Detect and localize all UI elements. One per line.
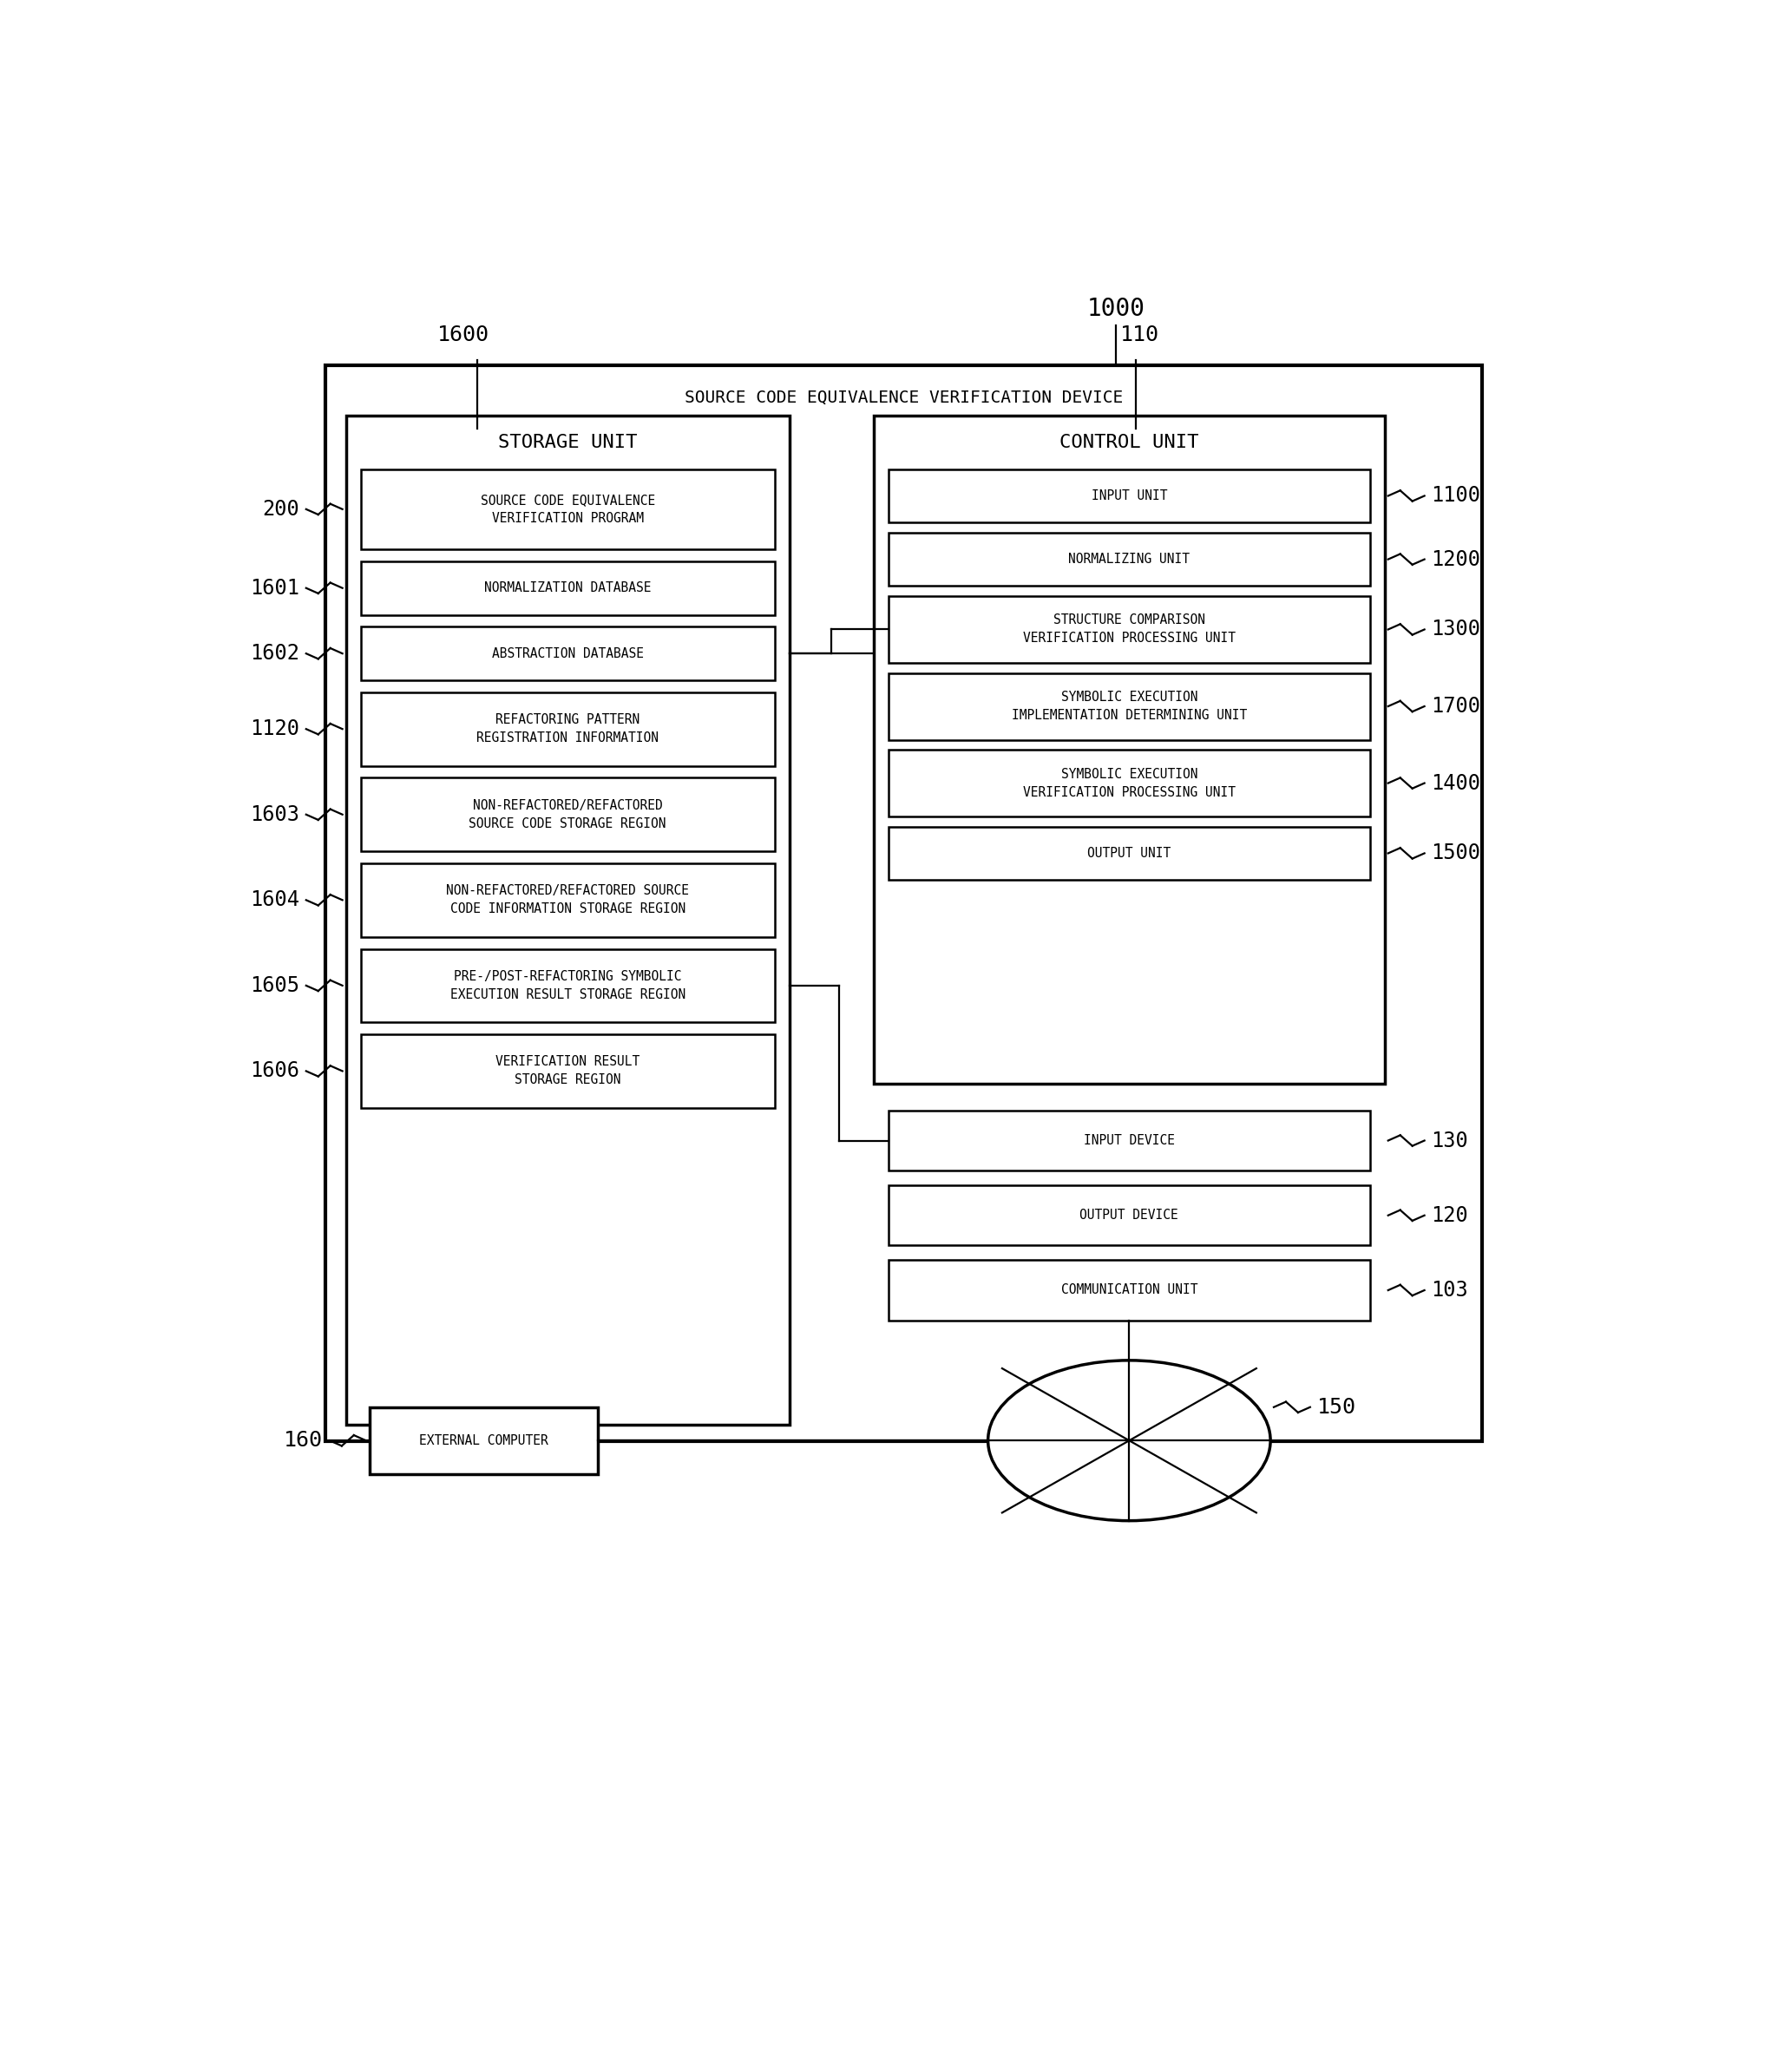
- Text: 120: 120: [1431, 1206, 1468, 1227]
- Text: 1603: 1603: [250, 804, 299, 825]
- Text: 200: 200: [262, 499, 299, 520]
- Text: EXTERNAL COMPUTER: EXTERNAL COMPUTER: [420, 1434, 549, 1446]
- Bar: [361, 628, 776, 680]
- Bar: [326, 365, 1482, 1442]
- Bar: [361, 777, 776, 852]
- Text: ABSTRACTION DATABASE: ABSTRACTION DATABASE: [492, 646, 643, 661]
- Text: INPUT UNIT: INPUT UNIT: [1091, 489, 1167, 501]
- Text: 1606: 1606: [250, 1061, 299, 1082]
- Text: 130: 130: [1431, 1129, 1468, 1150]
- Text: CONTROL UNIT: CONTROL UNIT: [1059, 433, 1199, 452]
- Bar: [361, 864, 776, 937]
- Text: 1200: 1200: [1431, 549, 1481, 570]
- Text: 1605: 1605: [250, 976, 299, 997]
- Text: 1600: 1600: [437, 325, 489, 346]
- Text: 110: 110: [1119, 325, 1158, 346]
- Bar: [889, 597, 1371, 663]
- Bar: [370, 1407, 599, 1473]
- Text: NORMALIZATION DATABASE: NORMALIZATION DATABASE: [483, 582, 652, 595]
- Text: 1601: 1601: [250, 578, 299, 599]
- Text: REFACTORING PATTERN
REGISTRATION INFORMATION: REFACTORING PATTERN REGISTRATION INFORMA…: [476, 713, 659, 744]
- Text: 160: 160: [283, 1430, 322, 1450]
- Text: 1120: 1120: [250, 719, 299, 740]
- Bar: [889, 1111, 1371, 1171]
- Text: SOURCE CODE EQUIVALENCE VERIFICATION DEVICE: SOURCE CODE EQUIVALENCE VERIFICATION DEV…: [685, 390, 1123, 406]
- Text: INPUT DEVICE: INPUT DEVICE: [1084, 1133, 1174, 1148]
- Text: 103: 103: [1431, 1280, 1468, 1301]
- Text: OUTPUT UNIT: OUTPUT UNIT: [1087, 847, 1171, 860]
- Text: 1000: 1000: [1087, 296, 1144, 321]
- Bar: [889, 533, 1371, 586]
- Ellipse shape: [988, 1361, 1270, 1521]
- Text: SYMBOLIC EXECUTION
VERIFICATION PROCESSING UNIT: SYMBOLIC EXECUTION VERIFICATION PROCESSI…: [1024, 767, 1236, 798]
- Text: 1604: 1604: [250, 889, 299, 910]
- Text: NON-REFACTORED/REFACTORED SOURCE
CODE INFORMATION STORAGE REGION: NON-REFACTORED/REFACTORED SOURCE CODE IN…: [446, 885, 689, 916]
- Bar: [361, 562, 776, 615]
- Bar: [361, 949, 776, 1021]
- Bar: [889, 1260, 1371, 1320]
- Bar: [345, 416, 790, 1426]
- Text: OUTPUT DEVICE: OUTPUT DEVICE: [1080, 1208, 1178, 1222]
- Bar: [361, 468, 776, 549]
- Bar: [889, 673, 1371, 740]
- Text: VERIFICATION RESULT
STORAGE REGION: VERIFICATION RESULT STORAGE REGION: [496, 1055, 639, 1086]
- Bar: [889, 750, 1371, 816]
- Text: 1700: 1700: [1431, 696, 1481, 717]
- Bar: [889, 468, 1371, 522]
- Text: COMMUNICATION UNIT: COMMUNICATION UNIT: [1061, 1285, 1197, 1297]
- Text: PRE-/POST-REFACTORING SYMBOLIC
EXECUTION RESULT STORAGE REGION: PRE-/POST-REFACTORING SYMBOLIC EXECUTION…: [450, 970, 685, 1001]
- Text: 1500: 1500: [1431, 843, 1481, 864]
- Text: STRUCTURE COMPARISON
VERIFICATION PROCESSING UNIT: STRUCTURE COMPARISON VERIFICATION PROCES…: [1024, 613, 1236, 644]
- Text: SOURCE CODE EQUIVALENCE
VERIFICATION PROGRAM: SOURCE CODE EQUIVALENCE VERIFICATION PRO…: [480, 493, 655, 524]
- Text: NON-REFACTORED/REFACTORED
SOURCE CODE STORAGE REGION: NON-REFACTORED/REFACTORED SOURCE CODE ST…: [469, 800, 666, 831]
- Text: 1100: 1100: [1431, 485, 1481, 506]
- Text: STORAGE UNIT: STORAGE UNIT: [498, 433, 638, 452]
- Text: 1602: 1602: [250, 642, 299, 663]
- Text: NORMALIZING UNIT: NORMALIZING UNIT: [1068, 553, 1190, 566]
- Bar: [361, 692, 776, 767]
- Bar: [873, 416, 1385, 1084]
- Text: 1300: 1300: [1431, 620, 1481, 640]
- Text: 150: 150: [1318, 1397, 1357, 1417]
- Bar: [361, 1034, 776, 1109]
- Bar: [889, 1185, 1371, 1245]
- Text: SYMBOLIC EXECUTION
IMPLEMENTATION DETERMINING UNIT: SYMBOLIC EXECUTION IMPLEMENTATION DETERM…: [1011, 690, 1247, 721]
- Bar: [889, 827, 1371, 881]
- Text: 1400: 1400: [1431, 773, 1481, 794]
